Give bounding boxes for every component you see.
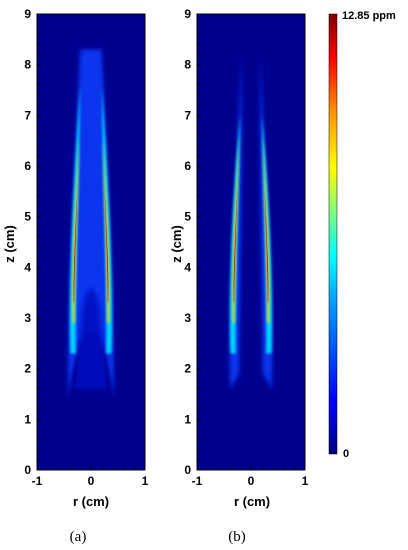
x-tick-label: 1 xyxy=(142,474,149,488)
y-tick-label: 0 xyxy=(24,463,31,477)
panel-b-plot-area xyxy=(197,14,305,470)
y-tick-label: 6 xyxy=(184,159,191,173)
plume-peak-red xyxy=(264,186,269,303)
y-tick-label: 7 xyxy=(24,108,31,122)
y-tick-label: 8 xyxy=(24,58,31,72)
y-tick-label: 1 xyxy=(184,412,191,426)
colorbar-min-label: 0 xyxy=(343,448,349,460)
y-tick-label: 9 xyxy=(24,7,31,21)
y-tick-label: 8 xyxy=(184,58,191,72)
panel-b-ylabel: z (cm) xyxy=(169,225,184,263)
y-tick-label: 7 xyxy=(184,108,191,122)
y-tick-label: 5 xyxy=(24,210,31,224)
plume-peak-red xyxy=(73,186,78,303)
x-tick-label: -1 xyxy=(192,474,203,488)
y-tick-label: 3 xyxy=(24,311,31,325)
panel-a-label: (a) xyxy=(70,529,87,545)
panel-b-plume xyxy=(196,13,306,471)
y-tick-label: 4 xyxy=(184,260,191,274)
colorbar-gradient xyxy=(328,13,338,455)
x-tick-label: 0 xyxy=(88,474,95,488)
panel-b-xlabel: r (cm) xyxy=(234,494,270,509)
y-tick-label: 9 xyxy=(184,7,191,21)
plume-envelope xyxy=(68,49,114,400)
y-tick-label: 4 xyxy=(24,260,31,274)
y-tick-label: 2 xyxy=(24,362,31,376)
plume-peak-red xyxy=(104,186,109,303)
y-tick-label: 3 xyxy=(184,311,191,325)
panel-a-plume xyxy=(36,13,146,471)
y-tick-label: 6 xyxy=(24,159,31,173)
plume-peak-red xyxy=(233,186,238,303)
panel-a-ylabel: z (cm) xyxy=(2,225,17,263)
x-tick-label: 0 xyxy=(248,474,255,488)
y-tick-label: 1 xyxy=(24,412,31,426)
panel-b-label: (b) xyxy=(228,529,246,545)
y-tick-label: 2 xyxy=(184,362,191,376)
x-tick-label: 1 xyxy=(302,474,309,488)
colorbar: 12.85 ppm 0 xyxy=(328,10,396,460)
plume-inner-gap xyxy=(74,288,108,389)
x-tick-label: -1 xyxy=(32,474,43,488)
colorbar-max-label: 12.85 ppm xyxy=(342,10,396,22)
y-tick-label: 5 xyxy=(184,210,191,224)
panel-a-xlabel: r (cm) xyxy=(73,494,109,509)
y-tick-label: 0 xyxy=(184,463,191,477)
